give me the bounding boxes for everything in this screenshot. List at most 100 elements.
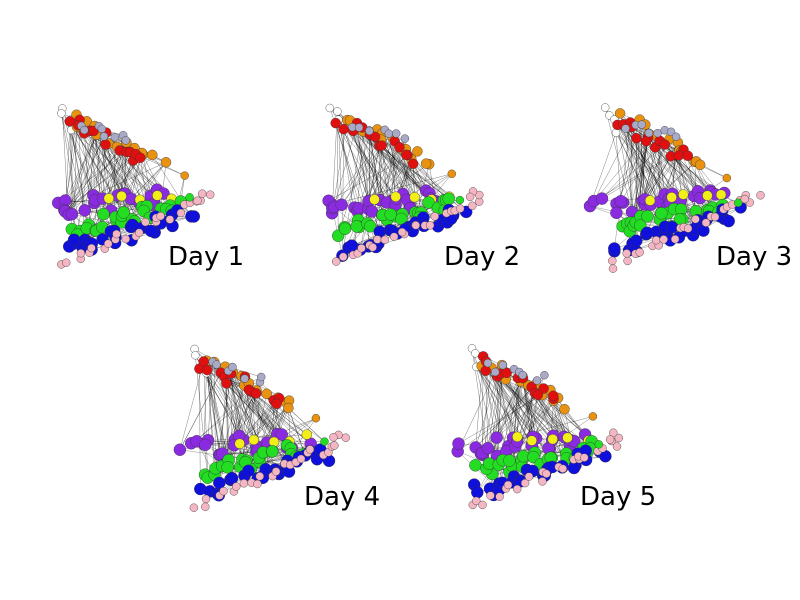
pink-node [112, 229, 121, 239]
green-node [384, 208, 397, 221]
blue-node [67, 233, 81, 247]
edge [500, 373, 509, 447]
red-node [480, 365, 491, 376]
node-group [451, 344, 624, 510]
edge [139, 162, 167, 200]
yellow-node [702, 190, 713, 201]
pink-node [296, 454, 306, 464]
grey-node [483, 358, 492, 368]
pink-node [468, 201, 477, 211]
pink-node [756, 191, 765, 200]
grey-node [644, 128, 654, 138]
pink-node [558, 464, 568, 473]
red-node [394, 142, 405, 153]
edge [331, 126, 357, 214]
day-label: Day 5 [580, 482, 657, 512]
red-node [548, 390, 559, 401]
edge [338, 119, 358, 212]
grey-node [99, 132, 109, 141]
grey-node [498, 361, 507, 370]
orange-node [180, 171, 189, 180]
pink-node [513, 484, 522, 494]
pink-node [614, 433, 624, 443]
edge [369, 134, 379, 244]
edge [589, 132, 617, 207]
yellow-node [409, 191, 420, 203]
pink-node [104, 239, 113, 248]
red-node [501, 367, 512, 378]
grey-node [540, 371, 549, 380]
edge [457, 371, 496, 452]
pink-node [197, 189, 207, 198]
pink-node [411, 221, 421, 230]
edge [487, 373, 501, 449]
white-node [57, 109, 66, 118]
red-node [338, 123, 349, 135]
edge [374, 164, 430, 200]
yellow-node [666, 192, 677, 203]
edge [227, 378, 245, 468]
edge [384, 129, 397, 199]
green-node [364, 220, 377, 233]
edge [203, 361, 208, 478]
network-panel-day-1: Day 1 [50, 98, 250, 278]
pink-node [331, 257, 341, 266]
pink-node [455, 204, 465, 213]
blue-node [225, 471, 239, 485]
red-node [369, 131, 381, 143]
yellow-node [547, 433, 558, 445]
pink-node [683, 224, 693, 233]
pink-node [701, 218, 711, 227]
grey-node [518, 370, 527, 380]
pink-node [193, 196, 202, 205]
purple-node [78, 204, 91, 217]
red-node [376, 140, 387, 151]
day-label: Day 1 [168, 242, 245, 272]
edge [481, 384, 536, 454]
orange-node [283, 402, 294, 414]
edge [601, 130, 665, 199]
red-node [401, 149, 412, 161]
edge [179, 361, 204, 450]
pink-node [524, 472, 534, 481]
edge [337, 111, 339, 236]
orange-node [147, 149, 158, 161]
pink-node [608, 256, 617, 266]
green-node [117, 206, 130, 219]
green-node [641, 210, 654, 223]
edge [356, 123, 369, 210]
yellow-node [248, 434, 260, 446]
pink-node [357, 243, 366, 253]
pink-node [608, 264, 618, 273]
pink-node [134, 228, 144, 237]
red-node [202, 364, 213, 376]
grey-node [110, 133, 120, 142]
edge [335, 123, 381, 201]
yellow-node [268, 436, 280, 448]
pink-node [495, 492, 504, 501]
red-node [640, 136, 652, 147]
red-node [532, 389, 544, 401]
edge [224, 376, 318, 460]
edge [251, 391, 307, 435]
network-panel-day-4: Day 4 [173, 340, 384, 520]
purple-node [595, 192, 609, 205]
blue-node [640, 226, 654, 239]
edge [593, 126, 633, 202]
pink-node [609, 428, 618, 437]
white-node [333, 107, 342, 116]
pink-node [691, 214, 700, 224]
edge [620, 147, 656, 202]
grey-node [97, 124, 106, 134]
pink-node [425, 221, 435, 230]
pink-node [520, 478, 530, 488]
purple-node [481, 442, 494, 455]
edge [332, 173, 452, 205]
pink-node [503, 480, 513, 490]
edge [475, 384, 536, 448]
blue-node [471, 486, 484, 499]
grey-node [400, 134, 410, 143]
pink-node [201, 494, 211, 504]
edge [485, 370, 534, 438]
edge [108, 143, 144, 228]
